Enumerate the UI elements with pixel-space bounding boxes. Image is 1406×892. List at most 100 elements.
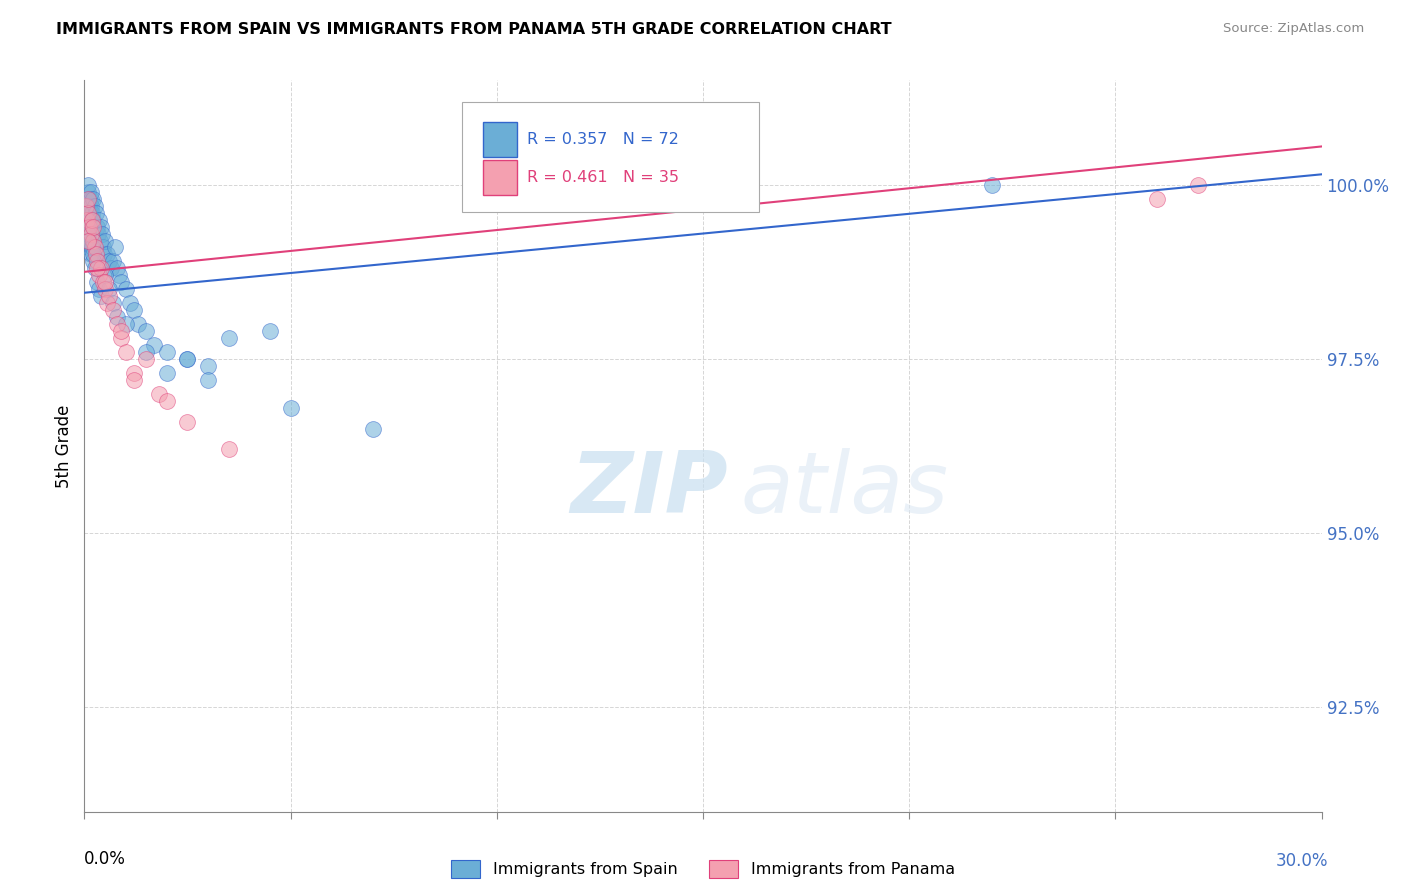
Point [76,234,98,248]
Point [94,275,117,289]
Point [143,338,166,352]
Point [148,386,170,401]
Point [76,205,98,219]
Point [127,317,149,331]
Point [156,366,179,380]
Point [176,415,198,429]
Point [98,254,121,268]
Point [79,199,101,213]
Point [122,373,145,387]
Bar [482,122,517,157]
Text: 30.0%: 30.0% [1277,852,1329,870]
Point [94,268,117,283]
Point [82,212,104,227]
Point [89,234,111,248]
Text: R = 0.357   N = 72: R = 0.357 N = 72 [527,132,679,147]
Point [82,234,104,248]
Point [79,192,101,206]
Point [135,345,157,359]
Point [114,345,136,359]
Point [1146,192,1168,206]
Point [80,205,103,219]
Point [156,393,179,408]
Point [82,219,104,234]
Point [76,219,98,234]
Point [103,296,125,310]
Point [87,212,110,227]
Point [361,421,384,435]
Point [76,199,98,213]
Text: IMMIGRANTS FROM SPAIN VS IMMIGRANTS FROM PANAMA 5TH GRADE CORRELATION CHART: IMMIGRANTS FROM SPAIN VS IMMIGRANTS FROM… [56,22,891,37]
Point [980,178,1002,192]
Point [90,227,112,241]
Point [90,261,112,276]
Point [218,331,240,345]
Point [79,247,101,261]
Point [80,240,103,254]
Point [79,219,101,234]
Point [76,212,98,227]
Point [1187,178,1209,192]
Point [110,331,132,345]
Point [108,268,131,283]
Point [197,373,219,387]
Point [77,227,100,241]
Point [259,324,281,338]
Text: atlas: atlas [740,449,948,532]
Text: R = 0.461   N = 35: R = 0.461 N = 35 [527,170,679,185]
Point [77,178,100,192]
Point [83,240,105,254]
Point [98,282,121,296]
Point [91,275,114,289]
Point [197,359,219,373]
Point [79,234,101,248]
Point [86,219,108,234]
Point [90,289,112,303]
Point [83,261,105,276]
Point [96,296,118,310]
Point [75,199,97,213]
Point [82,254,104,268]
Point [80,199,103,213]
Point [218,442,240,457]
Point [135,324,157,338]
Point [76,212,98,227]
Point [110,324,132,338]
Point [156,345,179,359]
Point [79,212,101,227]
Text: ZIP: ZIP [569,449,728,532]
Point [86,261,108,276]
Point [91,240,114,254]
Point [86,227,108,241]
Point [135,351,157,366]
Point [84,205,107,219]
Point [80,212,103,227]
Point [105,261,128,276]
Point [77,185,100,199]
Point [105,310,128,325]
Point [100,261,122,276]
Point [90,219,112,234]
Text: 0.0%: 0.0% [84,850,127,868]
Point [98,289,121,303]
Point [122,366,145,380]
Point [76,205,98,219]
Point [83,199,105,213]
Point [280,401,302,415]
Bar [482,160,517,195]
Legend: Immigrants from Spain, Immigrants from Panama: Immigrants from Spain, Immigrants from P… [444,854,962,884]
Point [79,205,101,219]
Point [114,282,136,296]
Point [94,282,117,296]
Point [79,227,101,241]
Point [75,192,97,206]
Point [77,240,100,254]
Point [94,234,117,248]
Point [82,247,104,261]
Point [118,296,141,310]
Point [77,192,100,206]
FancyBboxPatch shape [461,103,759,212]
Point [103,254,125,268]
Point [87,282,110,296]
Point [104,240,127,254]
